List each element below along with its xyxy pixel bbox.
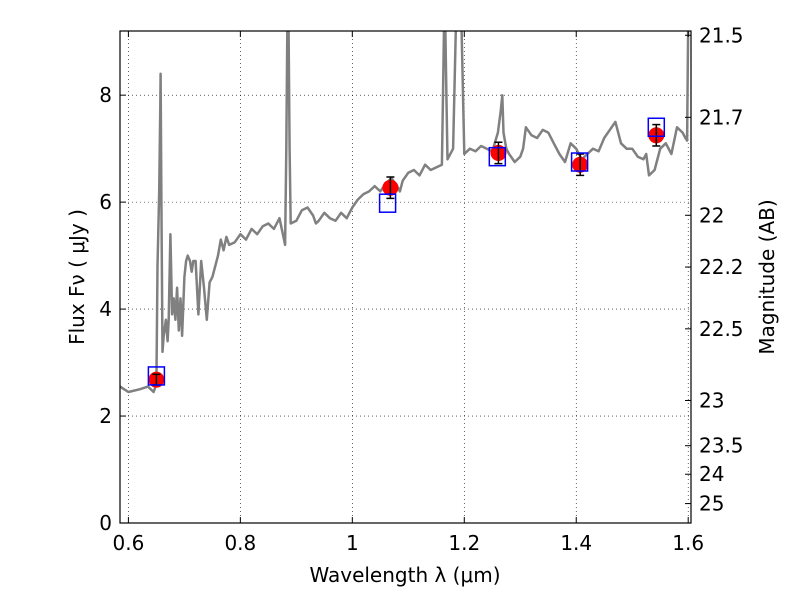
right-tick-label: 24	[699, 462, 724, 486]
y-tick-label: 0	[99, 511, 112, 535]
right-tick-label: 22.2	[699, 255, 744, 279]
model-photometry-square	[647, 117, 666, 138]
x-tick-label: 0.6	[112, 531, 144, 555]
y-tick-label: 6	[99, 190, 112, 214]
y-axis-label: Flux Fν ( μJy )	[65, 209, 89, 345]
x-axis-label: Wavelength λ (μm)	[309, 563, 500, 587]
y-tick-label: 8	[99, 83, 112, 107]
right-tick-label: 23.5	[699, 434, 744, 458]
right-tick-label: 25	[699, 492, 724, 516]
plot-frame	[119, 30, 692, 524]
right-tick-label: 21.5	[699, 23, 744, 47]
y-tick-label: 2	[99, 404, 112, 428]
right-axis-label: Magnitude (AB)	[755, 199, 779, 354]
x-tick-label: 0.8	[224, 531, 256, 555]
model-spectrum-line	[120, 31, 690, 394]
model-photometry-square	[378, 193, 397, 213]
x-tick-label: 1.6	[672, 531, 704, 555]
right-tick-label: 23	[699, 388, 724, 412]
x-tick-label: 1.2	[448, 531, 480, 555]
plot-content	[120, 31, 690, 394]
x-tick-label: 1	[346, 531, 359, 555]
model-photometry-square	[488, 146, 507, 167]
x-tick-label: 1.4	[560, 531, 592, 555]
right-tick-label: 22	[699, 203, 724, 227]
right-tick-label: 22.5	[699, 317, 744, 341]
model-photometry-square	[147, 366, 166, 386]
right-tick-label: 21.7	[699, 105, 744, 129]
y-tick-label: 4	[99, 297, 112, 321]
axis-ticks: 0.6 0.8 1 1.2 1.4 1.60246821.521.72222.222.52…	[99, 23, 743, 555]
model-photometry-square	[570, 152, 589, 172]
grid-lines	[120, 31, 691, 524]
